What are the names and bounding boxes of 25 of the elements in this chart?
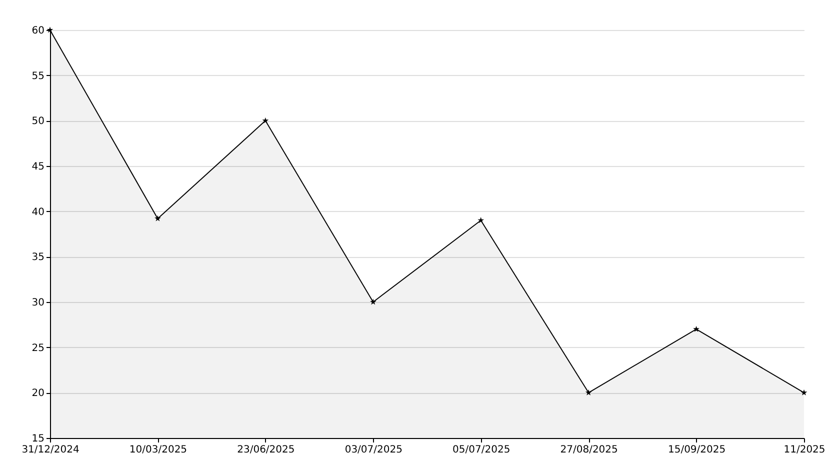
point — [800, 389, 808, 396]
y-tick-label: 50 — [32, 116, 44, 128]
y-tick-label: 55 — [32, 70, 44, 82]
y-tick-label: 25 — [32, 342, 44, 354]
x-tick-label: 11/2025 — [784, 444, 826, 456]
x-tick-label: 31/12/2024 — [22, 444, 80, 456]
y-tick-label: 15 — [32, 434, 44, 444]
y-tick-label: 20 — [32, 388, 44, 400]
point — [370, 298, 376, 305]
y-tick-label: 30 — [32, 298, 44, 308]
point — [585, 389, 592, 396]
point — [693, 326, 700, 332]
y-tick-label: 60 — [32, 26, 44, 36]
y-tick-label: 35 — [32, 252, 44, 264]
y-tick-label: 40 — [32, 206, 44, 218]
y-tick-label: 45 — [32, 162, 44, 172]
x-tick-label: 10/03/2025 — [129, 444, 188, 456]
x-tick-label: 23/06/2025 — [237, 444, 295, 456]
point — [478, 217, 484, 224]
x-tick-label: 27/08/2025 — [560, 444, 618, 456]
x-tick-label: 03/07/2025 — [344, 444, 402, 456]
point — [262, 117, 269, 124]
x-tick-label: 15/09/2025 — [668, 444, 726, 456]
point — [154, 215, 161, 222]
x-tick-label: 05/07/2025 — [452, 444, 510, 456]
